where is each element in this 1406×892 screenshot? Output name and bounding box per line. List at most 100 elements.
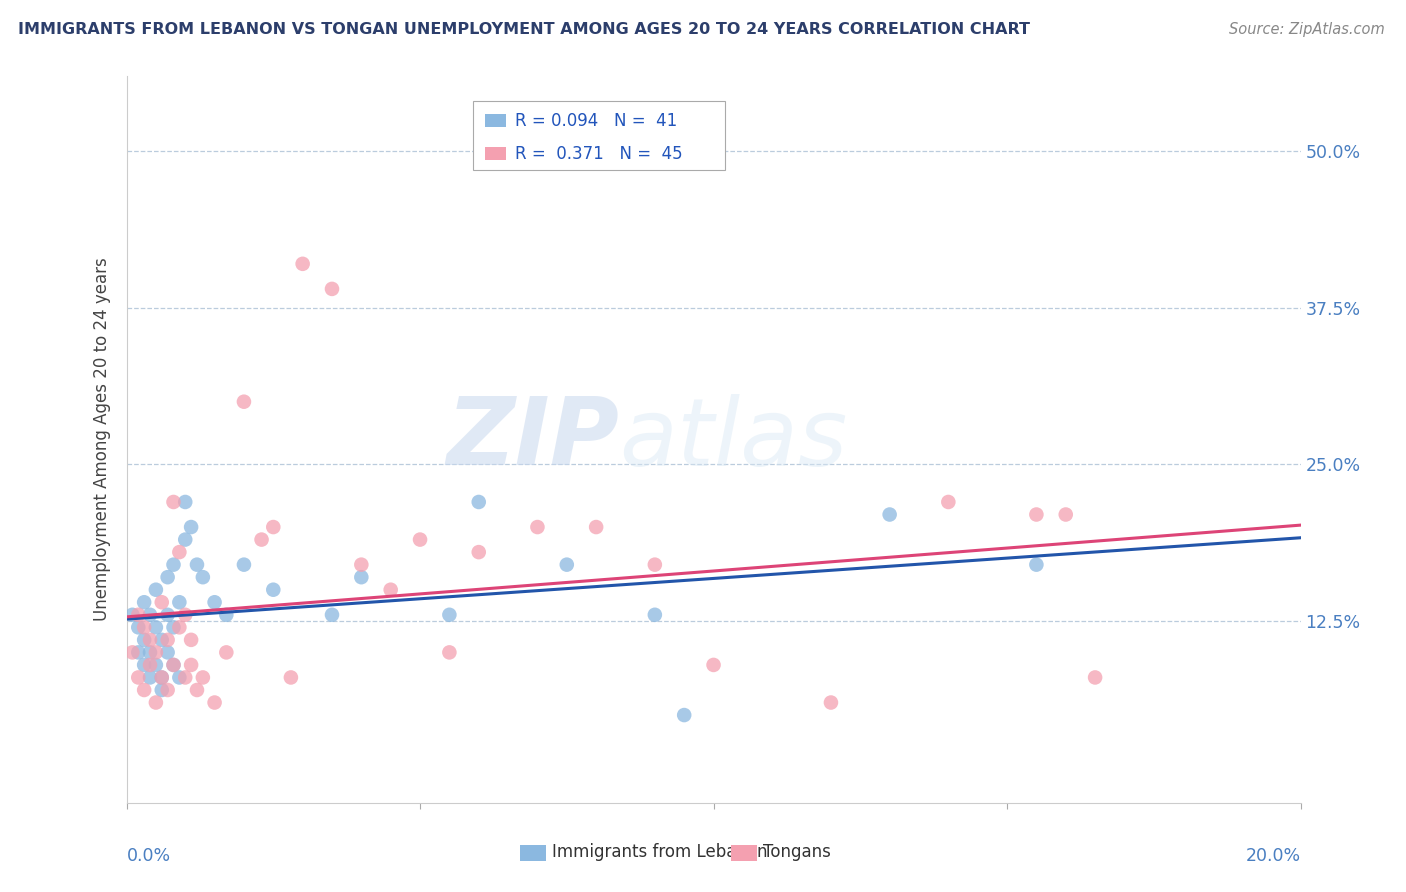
- Point: [127, 670, 149, 684]
- Point: [439, 607, 461, 622]
- Point: [215, 607, 238, 622]
- Point: [162, 657, 184, 672]
- Point: [350, 558, 373, 572]
- Point: [134, 595, 156, 609]
- Point: [145, 582, 167, 597]
- Point: [150, 683, 173, 698]
- Point: [139, 632, 162, 647]
- Point: [702, 657, 725, 672]
- Point: [174, 607, 197, 622]
- FancyBboxPatch shape: [485, 114, 506, 128]
- Point: [180, 632, 202, 647]
- Point: [321, 282, 343, 296]
- Point: [121, 645, 143, 659]
- Point: [1025, 558, 1047, 572]
- Point: [820, 696, 842, 710]
- Point: [139, 607, 162, 622]
- FancyBboxPatch shape: [485, 147, 506, 161]
- Point: [186, 558, 208, 572]
- Point: [321, 607, 343, 622]
- Point: [127, 620, 149, 634]
- Point: [127, 607, 149, 622]
- Point: [134, 620, 156, 634]
- Point: [139, 657, 162, 672]
- Point: [409, 533, 432, 547]
- Point: [291, 257, 314, 271]
- Point: [191, 570, 214, 584]
- Point: [150, 595, 173, 609]
- Point: [938, 495, 960, 509]
- Point: [174, 670, 197, 684]
- Text: R = 0.094   N =  41: R = 0.094 N = 41: [515, 112, 678, 130]
- Text: Source: ZipAtlas.com: Source: ZipAtlas.com: [1229, 22, 1385, 37]
- FancyBboxPatch shape: [731, 845, 756, 861]
- Point: [215, 645, 238, 659]
- Point: [169, 670, 191, 684]
- Point: [380, 582, 402, 597]
- Point: [204, 595, 226, 609]
- FancyBboxPatch shape: [472, 102, 725, 170]
- Text: Tongans: Tongans: [763, 843, 831, 862]
- Point: [526, 520, 548, 534]
- Point: [191, 670, 214, 684]
- Point: [262, 520, 284, 534]
- Text: R =  0.371   N =  45: R = 0.371 N = 45: [515, 145, 683, 162]
- Point: [134, 632, 156, 647]
- Point: [145, 657, 167, 672]
- Point: [186, 683, 208, 698]
- Point: [145, 696, 167, 710]
- Point: [139, 670, 162, 684]
- Point: [673, 708, 696, 723]
- Text: 20.0%: 20.0%: [1246, 847, 1301, 864]
- Point: [162, 558, 184, 572]
- Point: [156, 607, 179, 622]
- Point: [127, 645, 149, 659]
- Point: [169, 545, 191, 559]
- Point: [180, 520, 202, 534]
- Text: IMMIGRANTS FROM LEBANON VS TONGAN UNEMPLOYMENT AMONG AGES 20 TO 24 YEARS CORRELA: IMMIGRANTS FROM LEBANON VS TONGAN UNEMPL…: [18, 22, 1031, 37]
- Point: [585, 520, 607, 534]
- Point: [250, 533, 273, 547]
- Y-axis label: Unemployment Among Ages 20 to 24 years: Unemployment Among Ages 20 to 24 years: [93, 258, 111, 621]
- Point: [262, 582, 284, 597]
- Point: [467, 495, 489, 509]
- Point: [439, 645, 461, 659]
- Point: [644, 558, 666, 572]
- Point: [121, 607, 143, 622]
- Point: [169, 595, 191, 609]
- Point: [233, 394, 256, 409]
- Point: [644, 607, 666, 622]
- Point: [1054, 508, 1077, 522]
- Point: [156, 632, 179, 647]
- Point: [134, 657, 156, 672]
- Point: [555, 558, 578, 572]
- Point: [174, 533, 197, 547]
- Point: [233, 558, 256, 572]
- Point: [145, 645, 167, 659]
- Point: [180, 657, 202, 672]
- Text: ZIP: ZIP: [447, 393, 620, 485]
- Text: 0.0%: 0.0%: [127, 847, 170, 864]
- Point: [156, 570, 179, 584]
- Point: [134, 683, 156, 698]
- Point: [467, 545, 489, 559]
- Point: [169, 620, 191, 634]
- Point: [350, 570, 373, 584]
- FancyBboxPatch shape: [520, 845, 546, 861]
- Point: [139, 645, 162, 659]
- Point: [1084, 670, 1107, 684]
- Point: [174, 495, 197, 509]
- Point: [145, 620, 167, 634]
- Point: [162, 495, 184, 509]
- Point: [156, 645, 179, 659]
- Text: atlas: atlas: [620, 393, 848, 485]
- Point: [150, 670, 173, 684]
- Point: [162, 657, 184, 672]
- Point: [1025, 508, 1047, 522]
- Point: [204, 696, 226, 710]
- Text: Immigrants from Lebanon: Immigrants from Lebanon: [551, 843, 768, 862]
- Point: [280, 670, 302, 684]
- Point: [156, 683, 179, 698]
- Point: [162, 620, 184, 634]
- Point: [879, 508, 901, 522]
